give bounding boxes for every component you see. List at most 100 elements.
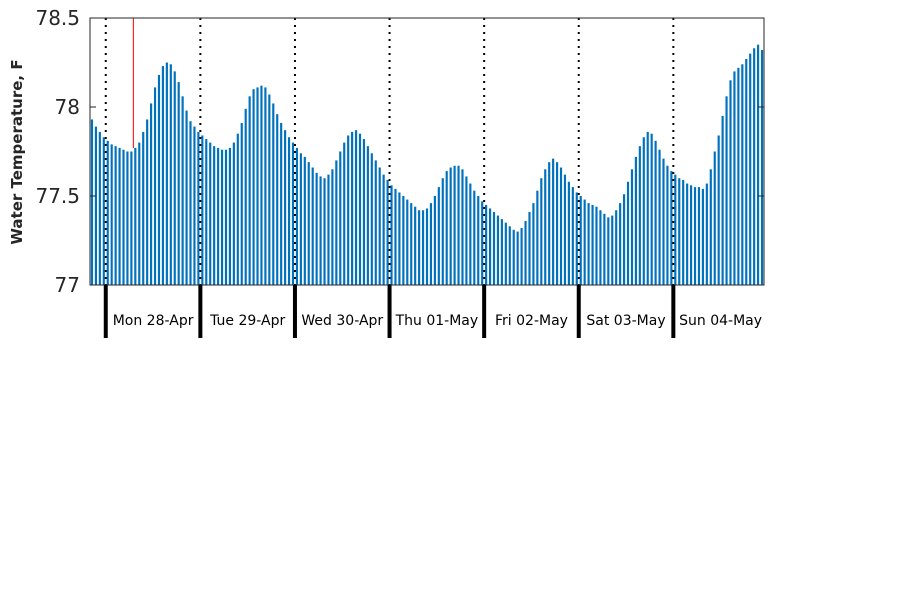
bar xyxy=(488,208,492,285)
bar xyxy=(678,178,681,285)
bar xyxy=(213,146,216,285)
bar xyxy=(386,179,389,285)
bar xyxy=(157,74,161,286)
bar xyxy=(358,133,362,285)
bar xyxy=(607,217,610,285)
y-axis-label: Water Temperature, F xyxy=(8,59,26,244)
bar xyxy=(260,85,263,285)
bar xyxy=(331,169,334,285)
bar xyxy=(469,183,472,285)
bar xyxy=(548,162,551,285)
bar xyxy=(717,135,720,285)
day-label: Fri 02-May xyxy=(495,313,568,329)
bar xyxy=(177,82,180,285)
bar xyxy=(169,64,172,285)
bar xyxy=(205,139,208,285)
bar xyxy=(670,171,673,285)
bar xyxy=(642,137,645,285)
plot-frame xyxy=(89,17,765,286)
bar xyxy=(347,135,350,285)
bar xyxy=(449,167,452,285)
bar xyxy=(264,87,267,285)
bar xyxy=(138,142,141,285)
bar xyxy=(693,187,697,285)
bar xyxy=(662,158,665,285)
bar xyxy=(492,212,496,285)
bar xyxy=(378,167,381,285)
bar xyxy=(611,215,614,285)
bar xyxy=(398,192,401,285)
bar xyxy=(524,220,527,285)
day-label: Tue 29-Apr xyxy=(209,313,285,329)
x-axis-day-labels: Mon 28-Apr Tue 29-Apr Wed 30-Apr Thu 01-May… xyxy=(103,285,762,338)
bar xyxy=(705,183,708,285)
bar xyxy=(587,203,590,285)
bar xyxy=(114,146,117,285)
bar xyxy=(496,215,500,285)
bar xyxy=(532,203,535,285)
bar xyxy=(126,151,129,285)
bar xyxy=(697,187,701,285)
bar xyxy=(406,199,409,285)
bar xyxy=(591,204,594,285)
bar xyxy=(567,181,570,285)
bar xyxy=(98,131,101,285)
bar xyxy=(118,147,121,285)
bar xyxy=(319,176,322,285)
bar xyxy=(323,178,326,285)
bar xyxy=(335,160,338,285)
bar xyxy=(185,110,188,285)
bar xyxy=(461,169,464,285)
bar xyxy=(284,130,287,285)
bar xyxy=(733,71,736,286)
bar xyxy=(256,87,259,285)
bar xyxy=(351,131,354,285)
bar xyxy=(374,160,377,285)
bar xyxy=(280,123,283,286)
bar xyxy=(425,208,429,285)
bar xyxy=(709,169,712,285)
bar xyxy=(299,153,302,285)
bar xyxy=(272,103,275,285)
bar xyxy=(713,151,716,285)
bar xyxy=(603,213,606,285)
bar xyxy=(500,219,503,285)
bar xyxy=(134,147,137,285)
bar xyxy=(224,149,228,285)
bar xyxy=(362,139,366,285)
bar xyxy=(201,135,204,285)
bar xyxy=(252,89,255,285)
bar xyxy=(232,142,235,285)
y-tick-label: 77 xyxy=(55,273,80,297)
bar xyxy=(244,108,247,285)
bar xyxy=(563,174,567,285)
bar xyxy=(228,147,232,285)
bar xyxy=(457,165,460,285)
bar xyxy=(209,142,212,285)
bar xyxy=(402,196,405,285)
bar xyxy=(729,80,732,285)
bar xyxy=(749,53,752,285)
bar xyxy=(737,67,740,285)
bar xyxy=(90,119,94,286)
bar xyxy=(595,206,598,285)
bar xyxy=(682,179,685,285)
bar xyxy=(650,133,653,285)
bar xyxy=(94,126,97,285)
bar xyxy=(193,126,196,285)
bar xyxy=(437,187,440,285)
bar xyxy=(508,226,511,285)
bar xyxy=(220,149,224,285)
bar xyxy=(630,169,634,285)
bar xyxy=(433,196,436,285)
bar xyxy=(520,228,523,285)
bar xyxy=(674,174,677,285)
bar xyxy=(485,204,488,285)
y-tick-label: 77.5 xyxy=(35,184,80,208)
bar xyxy=(315,172,318,285)
bar xyxy=(646,131,649,285)
bar xyxy=(414,206,417,285)
day-label: Sun 04-May xyxy=(679,313,762,329)
bar xyxy=(544,169,547,285)
